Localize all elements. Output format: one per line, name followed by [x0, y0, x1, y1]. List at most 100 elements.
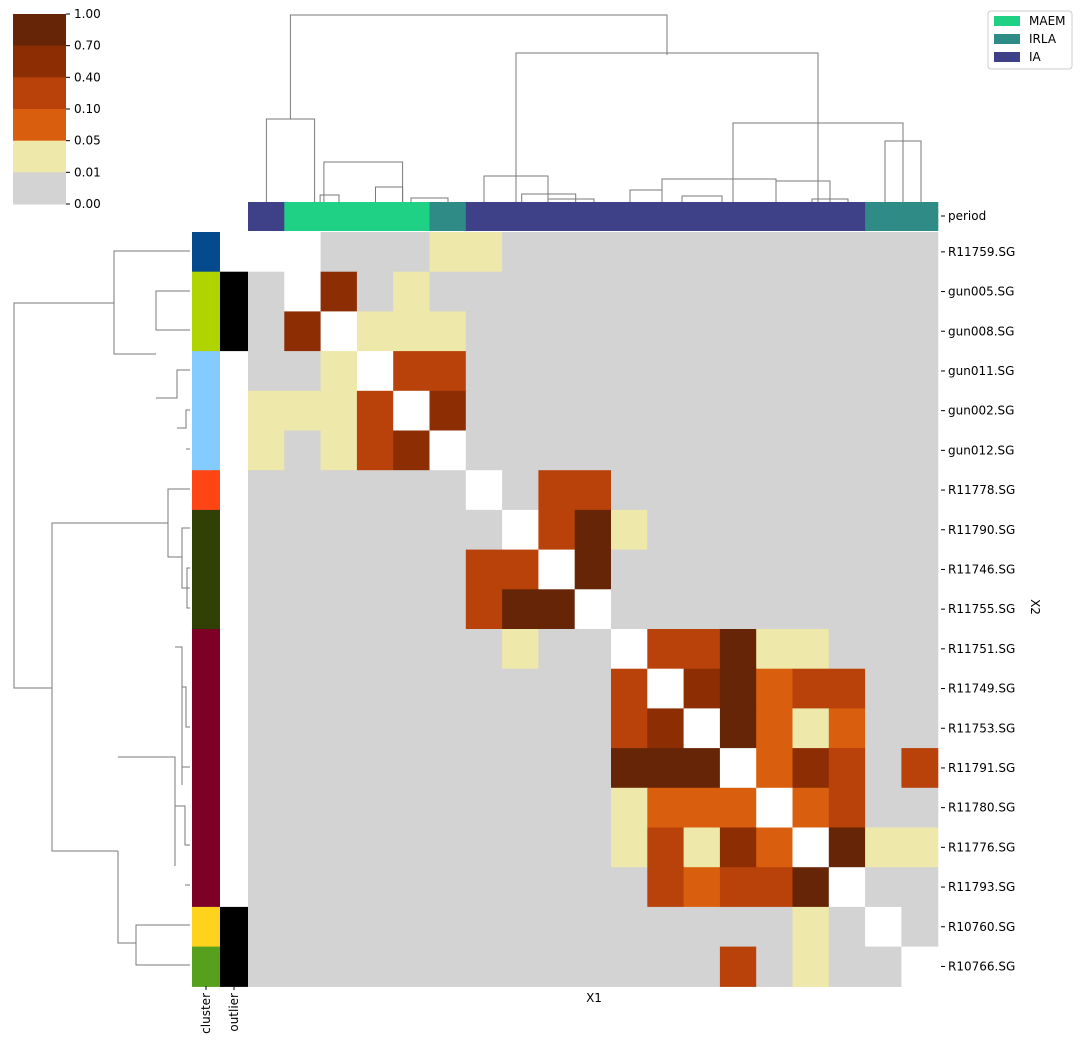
heatmap-cell: [393, 867, 431, 908]
heatmap-cell: [792, 708, 830, 749]
heatmap-cell: [320, 708, 358, 749]
heatmap-cell: [502, 311, 539, 352]
col-dendro-link: [483, 175, 549, 202]
heatmap-cell: [611, 827, 648, 868]
row-label: gun011.SG: [948, 364, 1014, 378]
heatmap-cell: [284, 827, 322, 868]
heatmap-cell: [756, 946, 794, 987]
outlier-cell: [220, 748, 248, 789]
heatmap-cell: [538, 271, 576, 312]
heatmap-cell: [683, 867, 721, 908]
heatmap-cell: [502, 232, 539, 273]
heatmap-cell: [393, 390, 431, 432]
heatmap-cell: [465, 827, 503, 868]
heatmap-cell: [574, 629, 612, 670]
heatmap-cell: [647, 827, 685, 868]
heatmap-cell: [865, 430, 902, 471]
heatmap-cell: [828, 232, 866, 273]
heatmap-cell: [647, 668, 685, 709]
heatmap-cell: [574, 708, 612, 749]
heatmap-cell: [465, 708, 503, 749]
heatmap-cell: [393, 232, 431, 273]
heatmap-cell: [756, 906, 794, 948]
row-dendro-link: [117, 851, 136, 944]
period-cell: [756, 202, 794, 231]
outlier-cell: [220, 629, 248, 670]
heatmap-cell: [393, 549, 431, 590]
heatmap-cell: [465, 351, 503, 392]
heatmap-cell: [248, 470, 285, 511]
heatmap-cell: [901, 708, 939, 749]
heatmap-cell: [393, 311, 431, 352]
outlier-cell: [220, 549, 248, 590]
heatmap-cell: [719, 867, 757, 908]
heatmap-cell: [320, 629, 358, 670]
row-label: R11759.SG: [948, 245, 1015, 259]
heatmap-cell: [683, 549, 721, 590]
heatmap-cell: [574, 549, 612, 590]
heatmap-cell: [828, 549, 866, 590]
heatmap-cell: [828, 351, 866, 392]
row-label: R11790.SG: [948, 523, 1015, 537]
heatmap-cell: [683, 708, 721, 749]
heatmap-cell: [865, 271, 902, 312]
colorbar-tick-label: 1.00: [74, 7, 101, 21]
heatmap-cell: [647, 232, 685, 273]
heatmap-cell: [284, 748, 322, 789]
heatmap-cell: [502, 748, 539, 789]
heatmap-cell: [248, 549, 285, 590]
heatmap-cell: [756, 509, 794, 551]
heatmap-cell: [756, 629, 794, 670]
heatmap-cell: [248, 509, 285, 551]
heatmap-cell: [828, 668, 866, 709]
heatmap-cell: [429, 668, 467, 709]
heatmap-cell: [611, 470, 648, 511]
heatmap-cell: [320, 470, 358, 511]
heatmap-cell: [393, 351, 431, 392]
row-dendro-link: [175, 646, 183, 785]
heatmap-cell: [611, 509, 648, 551]
heatmap-cell: [502, 867, 539, 908]
heatmap-cell: [538, 827, 576, 868]
heatmap-cell: [393, 787, 431, 829]
heatmap-cell: [865, 311, 902, 352]
heatmap-cell: [356, 390, 394, 432]
heatmap-cell: [574, 232, 612, 273]
heatmap-cell: [719, 629, 757, 670]
heatmap-cell: [719, 351, 757, 392]
heatmap-cell: [284, 867, 322, 908]
heatmap-cell: [611, 708, 648, 749]
heatmap-cell: [901, 509, 939, 551]
heatmap-cell: [828, 311, 866, 352]
heatmap-cell: [465, 589, 503, 630]
outlier-cell: [220, 906, 248, 948]
period-cell: [647, 202, 685, 231]
heatmap-cell: [429, 629, 467, 670]
cluster-cell: [192, 748, 220, 789]
heatmap-cell: [248, 946, 285, 987]
heatmap-cell: [465, 748, 503, 789]
heatmap-cell: [356, 946, 394, 987]
heatmap-cell: [719, 589, 757, 630]
cluster-cell: [192, 668, 220, 709]
heatmap-cell: [538, 390, 576, 432]
heatmap-cell: [792, 232, 830, 273]
cluster-cell: [192, 827, 220, 868]
heatmap-cell: [356, 668, 394, 709]
heatmap-cell: [356, 867, 394, 908]
heatmap-cell: [502, 589, 539, 630]
outlier-cell: [220, 827, 248, 868]
row-label: R11791.SG: [948, 761, 1015, 775]
heatmap-cell: [538, 748, 576, 789]
heatmap-cell: [429, 867, 467, 908]
col-dendro-link: [515, 52, 819, 202]
heatmap-cell: [756, 232, 794, 273]
heatmap-cell: [611, 589, 648, 630]
heatmap-cell: [248, 271, 285, 312]
heatmap-cell: [647, 787, 685, 829]
cluster-cell: [192, 390, 220, 432]
heatmap-cell: [393, 748, 431, 789]
heatmap-cell: [828, 787, 866, 829]
heatmap-cell: [719, 271, 757, 312]
row-dendrogram: [13, 250, 190, 966]
